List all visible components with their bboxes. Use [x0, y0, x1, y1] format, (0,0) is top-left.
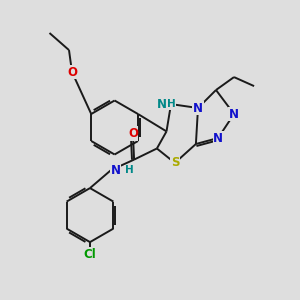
Text: O: O: [128, 127, 138, 140]
Text: Cl: Cl: [84, 248, 96, 261]
Text: N: N: [229, 107, 239, 121]
Text: N: N: [193, 101, 203, 115]
Text: N: N: [213, 131, 223, 145]
Text: H: H: [167, 99, 176, 109]
Text: N: N: [110, 164, 121, 177]
Text: S: S: [171, 156, 179, 170]
Text: H: H: [124, 165, 134, 175]
Text: O: O: [67, 65, 77, 79]
Text: N: N: [157, 98, 167, 111]
